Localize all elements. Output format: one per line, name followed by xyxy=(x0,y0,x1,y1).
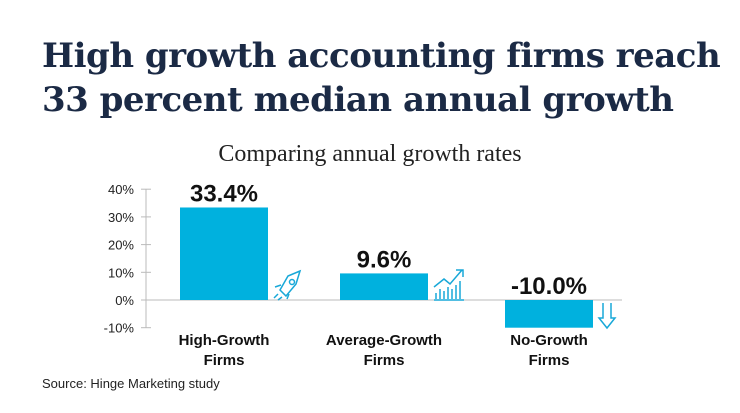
bar-1 xyxy=(180,207,268,300)
y-tick-label: -10% xyxy=(104,321,135,336)
y-tick-label: 40% xyxy=(108,182,134,197)
data-label: 9.6% xyxy=(357,246,412,273)
source-note: Source: Hinge Marketing study xyxy=(42,376,220,391)
y-tick-label: 30% xyxy=(108,210,134,225)
down-arrow-icon xyxy=(597,303,617,330)
page-title: High growth accounting firms reach 33 pe… xyxy=(42,36,721,120)
y-tick-label: 10% xyxy=(108,265,134,280)
category-label: No-Growth xyxy=(510,332,587,349)
y-tick-label: 20% xyxy=(108,238,134,253)
category-label: Average-Growth xyxy=(326,332,442,349)
y-tick-label: 0% xyxy=(115,293,134,308)
chart-title: Comparing annual growth rates xyxy=(218,141,522,167)
data-label: -10.0% xyxy=(511,273,587,300)
bar-2 xyxy=(340,273,428,300)
growth-chart-icon xyxy=(433,269,464,301)
category-label: Firms xyxy=(204,352,245,369)
category-label: Firms xyxy=(364,352,405,369)
data-label: 33.4% xyxy=(190,180,258,207)
rocket-icon xyxy=(273,269,302,301)
bar-3 xyxy=(505,300,593,328)
category-label: High-Growth xyxy=(179,332,270,349)
category-label: Firms xyxy=(529,352,570,369)
